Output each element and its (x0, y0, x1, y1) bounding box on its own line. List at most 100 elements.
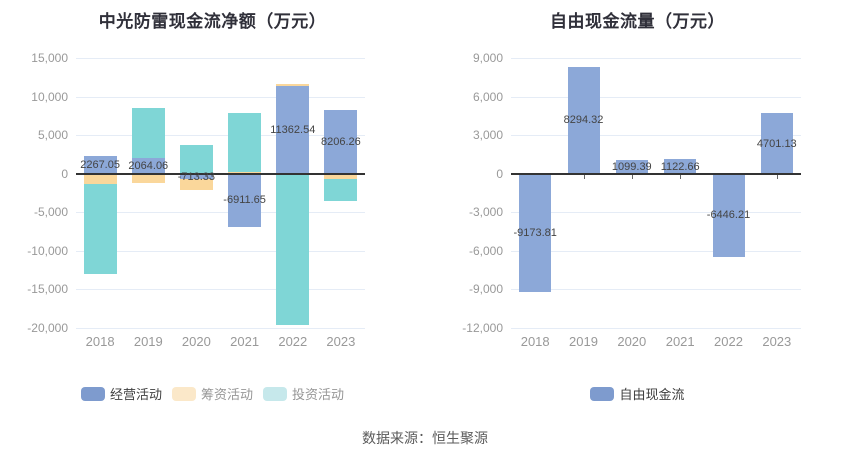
y-axis-label: -9,000 (468, 282, 503, 297)
bar-segment-investing-2020[interactable] (179, 145, 213, 174)
bar-segment-operating-2020[interactable] (179, 173, 213, 180)
data-label: -713.33 (177, 170, 216, 183)
bar-segment-free-cashflow-2022[interactable] (712, 173, 745, 257)
plot-area: 15,000 10,000 5,000 0 -5,000 -10,000 -15,000 -2… (0, 0, 425, 415)
zero-axis-line (511, 172, 801, 175)
gridline (511, 289, 801, 291)
legend-swatch (171, 386, 196, 401)
gridline (76, 135, 365, 137)
bar-segment-financing-2022[interactable] (276, 84, 310, 86)
legend-label: 自由现金流 (619, 387, 685, 402)
bar-segment-investing-2023[interactable] (324, 178, 358, 202)
axis-tick (776, 174, 778, 179)
legend-item-free-cashflow[interactable]: 自由现金流 (590, 384, 685, 403)
gridline (511, 328, 801, 329)
legend-item-operating[interactable]: 经营活动 (80, 384, 162, 403)
x-axis-label: 2021 (665, 334, 695, 349)
bar-segment-operating-2023[interactable] (324, 110, 358, 174)
legend-item-investing[interactable]: 投资活动 (263, 384, 344, 403)
bar-segment-free-cashflow-2018[interactable] (519, 173, 552, 292)
gridline (511, 135, 801, 137)
data-label: -9173.81 (513, 226, 557, 239)
x-axis-label: 2018 (520, 334, 550, 349)
x-axis-label: 2020 (617, 334, 647, 349)
data-label: 2064.06 (128, 159, 169, 172)
bar-segment-operating-2022[interactable] (276, 86, 310, 174)
bar-segment-investing-2021[interactable] (228, 113, 262, 172)
bar-segment-financing-2020[interactable] (179, 179, 213, 190)
data-label: 8206.26 (321, 136, 361, 149)
bar-segment-financing-2018[interactable] (83, 173, 117, 185)
bar-segment-financing-2023[interactable] (324, 173, 358, 179)
bar-segment-free-cashflow-2023[interactable] (760, 113, 793, 174)
axis-tick (680, 174, 682, 179)
gridline (76, 250, 365, 252)
data-label: -6911.65 (223, 194, 266, 207)
x-axis-label: 2019 (569, 334, 598, 349)
data-label: -6446.21 (706, 209, 751, 222)
y-axis-label: 15,000 (31, 51, 68, 65)
bar-segment-free-cashflow-2020[interactable] (615, 159, 648, 174)
data-source: 数据来源：恒生聚源 (362, 430, 488, 446)
y-axis-label: 0 (61, 166, 68, 181)
data-label: 11362.54 (270, 123, 316, 136)
net-cashflow-chart: 中光防雷现金流净额（万元） 15,000 10,000 5,000 0 -5,000 -1… (0, 0, 425, 415)
bar-segment-investing-2019[interactable] (131, 108, 165, 158)
legend: 自由现金流 (425, 384, 850, 403)
gridline (511, 212, 801, 214)
legend-swatch (80, 386, 105, 401)
legend-label: 经营活动 (109, 387, 162, 402)
legend: 经营活动 筹资活动 投资活动 (0, 384, 425, 403)
x-axis-label: 2022 (714, 334, 743, 349)
data-label: 1099.39 (611, 160, 652, 173)
legend-item-financing[interactable]: 筹资活动 (171, 384, 253, 403)
bar-segment-financing-2019[interactable] (131, 173, 165, 184)
x-axis-label: 2022 (278, 334, 308, 349)
bar-segment-investing-2022[interactable] (276, 173, 310, 325)
gridline (511, 250, 801, 252)
data-label: 1122.66 (660, 160, 700, 173)
gridline (511, 96, 801, 98)
y-axis-label: 0 (496, 166, 503, 181)
y-axis-label: -15,000 (27, 282, 68, 297)
y-axis-label: 6,000 (472, 89, 503, 104)
free-cashflow-chart: 自由现金流量（万元） 9,000 6,000 3,000 0 -3,000 -6,000-… (425, 0, 850, 415)
y-axis-label: 5,000 (37, 128, 68, 143)
y-axis-label: -12,000 (462, 321, 503, 335)
y-axis-label: 3,000 (472, 128, 503, 143)
y-axis-label: -20,000 (27, 321, 68, 335)
axis-tick (631, 174, 633, 179)
bar-segment-free-cashflow-2021[interactable] (664, 159, 697, 174)
chart-title: 自由现金流量（万元） (550, 12, 725, 31)
legend-swatch (590, 386, 615, 401)
y-axis-label: -5,000 (33, 205, 68, 220)
legend-label: 筹资活动 (200, 387, 253, 402)
data-label: 4701.13 (756, 137, 797, 150)
x-axis-label: 2023 (326, 334, 356, 349)
gridline (76, 212, 365, 214)
bar-segment-operating-2021[interactable] (228, 173, 262, 227)
y-axis-label: -10,000 (27, 243, 68, 258)
bar-segment-free-cashflow-2019[interactable] (567, 67, 600, 174)
y-axis-label: -6,000 (468, 243, 503, 258)
plot-area: 9,000 6,000 3,000 0 -3,000 -6,000 -9,000 -12,00… (425, 0, 850, 415)
bar-segment-operating-2019[interactable] (131, 157, 165, 174)
x-axis-label: 2021 (230, 334, 260, 349)
gridline (76, 289, 365, 291)
gridline (76, 96, 365, 98)
x-axis-label: 2023 (762, 334, 792, 349)
bar-segment-operating-2018[interactable] (83, 156, 117, 174)
x-axis-label: 2020 (181, 334, 211, 349)
axis-tick (583, 174, 585, 179)
gridline (511, 58, 801, 59)
chart-title: 中光防雷现金流净额（万元） (98, 12, 327, 31)
x-axis-label: 2019 (133, 334, 163, 349)
y-axis-label: 10,000 (31, 89, 68, 104)
bar-segment-investing-2018[interactable] (83, 184, 117, 275)
y-axis-label: 9,000 (472, 51, 503, 65)
legend-label: 投资活动 (292, 387, 345, 402)
y-axis-label: -3,000 (468, 205, 503, 220)
gridline (76, 328, 365, 329)
x-axis-label: 2018 (85, 334, 115, 349)
